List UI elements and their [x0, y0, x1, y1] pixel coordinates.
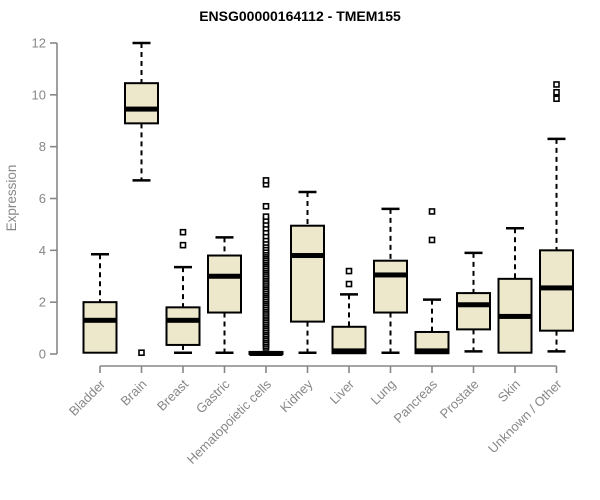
- box-kidney: [290, 190, 325, 354]
- outlier-point: [553, 88, 560, 96]
- median-bar: [332, 348, 366, 354]
- outlier-point: [262, 202, 270, 210]
- median-bar: [374, 272, 407, 278]
- y-tick-label: 0: [39, 347, 46, 362]
- outlier-point: [428, 236, 436, 244]
- outlier-point: [179, 228, 187, 236]
- median-bar: [249, 350, 283, 356]
- outlier-point: [553, 81, 560, 88]
- outlier-point: [179, 241, 187, 249]
- boxes-layer: [82, 41, 574, 357]
- iqr-box: [165, 306, 201, 346]
- box-prostate: [456, 251, 491, 353]
- iqr-box: [124, 82, 159, 125]
- box-hematopoietic-cells: [248, 177, 284, 356]
- y-axis-title: Expression: [4, 165, 19, 232]
- median-bar: [125, 106, 158, 112]
- box-bladder: [82, 252, 118, 354]
- median-bar: [166, 317, 200, 323]
- iqr-box: [373, 259, 408, 314]
- iqr-box: [290, 224, 325, 323]
- chart-title: ENSG00000164112 - TMEM155: [199, 8, 401, 24]
- median-bar: [83, 317, 117, 323]
- x-tick-label-bladder: Bladder: [66, 376, 109, 419]
- iqr-box: [456, 292, 491, 331]
- box-gastric: [207, 236, 242, 354]
- y-tick-label: 6: [39, 191, 46, 206]
- outlier-point: [553, 95, 560, 103]
- box-skin: [497, 227, 533, 354]
- y-tick-label: 10: [32, 87, 46, 102]
- outlier-point: [262, 177, 270, 184]
- median-bar: [291, 253, 324, 259]
- box-liver: [331, 267, 367, 355]
- median-bar: [208, 273, 241, 279]
- x-tick-label-breast: Breast: [154, 376, 191, 413]
- y-tick-label: 12: [32, 36, 46, 51]
- x-tick-label-prostate: Prostate: [437, 377, 482, 422]
- median-bar: [457, 302, 490, 308]
- y-tick-label: 2: [39, 295, 46, 310]
- x-tick-label-skin: Skin: [495, 377, 523, 405]
- iqr-box: [82, 301, 118, 354]
- box-lung: [373, 207, 408, 354]
- x-tick-label-pancreas: Pancreas: [391, 376, 441, 426]
- x-tick-label-kidney: Kidney: [277, 376, 316, 415]
- median-bar: [498, 313, 532, 319]
- x-tick-label-lung: Lung: [368, 377, 399, 408]
- x-tick-label-gastric: Gastric: [193, 376, 233, 416]
- x-tick-label-unknown-other: Unknown / Other: [485, 376, 565, 456]
- box-unknown-other: [539, 81, 574, 353]
- outlier-point: [138, 349, 145, 357]
- box-breast: [165, 228, 201, 354]
- outlier-point: [428, 208, 436, 215]
- y-tick-label: 4: [39, 243, 46, 258]
- outlier-point: [345, 267, 353, 275]
- box-brain: [124, 41, 159, 357]
- x-tick-label-brain: Brain: [118, 377, 150, 409]
- iqr-box: [207, 254, 242, 314]
- median-bar: [415, 348, 449, 354]
- y-tick-label: 8: [39, 139, 46, 154]
- outlier-point: [345, 280, 353, 288]
- median-bar: [540, 285, 573, 291]
- box-pancreas: [414, 208, 450, 355]
- outlier-point: [262, 213, 270, 220]
- iqr-box: [539, 249, 574, 332]
- x-tick-label-liver: Liver: [327, 376, 358, 407]
